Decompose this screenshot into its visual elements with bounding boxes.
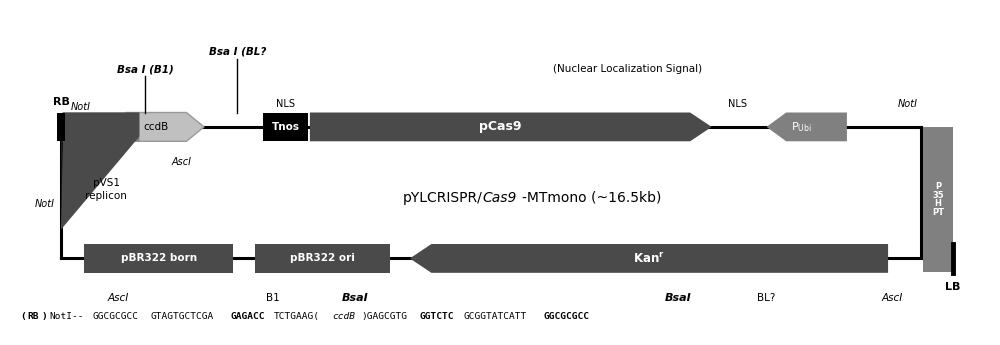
- Text: ): ): [42, 312, 47, 321]
- Text: )GAGCGTG: )GAGCGTG: [362, 312, 408, 321]
- Text: NLS: NLS: [276, 99, 295, 109]
- Text: BsaI: BsaI: [342, 293, 368, 303]
- Text: GCGGTATCATT: GCGGTATCATT: [463, 312, 527, 321]
- Text: GGCGCGCC: GGCGCGCC: [93, 312, 139, 321]
- Text: NotI--: NotI--: [49, 312, 83, 321]
- Text: GAGACC: GAGACC: [231, 312, 265, 321]
- Text: AscI: AscI: [107, 293, 128, 303]
- Bar: [255, 244, 390, 273]
- Polygon shape: [61, 112, 139, 230]
- Polygon shape: [61, 112, 139, 230]
- Text: NotI: NotI: [71, 101, 91, 111]
- Text: Bsa I (B1): Bsa I (B1): [117, 64, 174, 74]
- Text: pYLCRISPR/: pYLCRISPR/: [403, 191, 482, 205]
- Text: LB: LB: [945, 283, 960, 293]
- Text: NotI: NotI: [35, 199, 55, 209]
- Text: NLS: NLS: [728, 99, 747, 109]
- Bar: [84, 244, 233, 273]
- Text: replicon: replicon: [85, 191, 127, 201]
- Text: pBR322 born: pBR322 born: [121, 254, 197, 264]
- Text: BL?: BL?: [757, 293, 776, 303]
- Text: -MTmono (~16.5kb): -MTmono (~16.5kb): [522, 191, 661, 205]
- Text: GGTCTC: GGTCTC: [420, 312, 454, 321]
- Text: NotI: NotI: [897, 99, 917, 109]
- Text: GTAGTGCTCGA: GTAGTGCTCGA: [151, 312, 214, 321]
- Text: (: (: [20, 312, 26, 321]
- Text: B1: B1: [266, 293, 280, 303]
- Text: P
35
H
PT: P 35 H PT: [932, 182, 944, 217]
- Text: TCTGAAG(: TCTGAAG(: [274, 312, 320, 321]
- FancyArrow shape: [767, 112, 847, 141]
- Text: AscI: AscI: [172, 157, 192, 167]
- FancyArrow shape: [126, 112, 204, 141]
- Text: (Nuclear Localization Signal): (Nuclear Localization Signal): [553, 64, 702, 74]
- Text: RB: RB: [27, 312, 39, 321]
- Text: ccdB: ccdB: [143, 122, 169, 132]
- Bar: [263, 112, 308, 141]
- Bar: [923, 127, 953, 272]
- Text: RB: RB: [53, 97, 69, 107]
- Text: Tnos: Tnos: [271, 122, 299, 132]
- Text: ccdB: ccdB: [332, 312, 355, 321]
- Text: Kan$^{\mathregular{r}}$: Kan$^{\mathregular{r}}$: [633, 251, 665, 266]
- Text: AscI: AscI: [881, 293, 903, 303]
- Bar: [57, 112, 65, 141]
- Text: Cas9: Cas9: [482, 191, 517, 205]
- Text: pCas9: pCas9: [479, 120, 521, 134]
- Text: BsaI: BsaI: [665, 293, 692, 303]
- FancyArrow shape: [310, 112, 712, 141]
- Text: pBR322 ori: pBR322 ori: [290, 254, 355, 264]
- Text: GGCGCGCC: GGCGCGCC: [543, 312, 589, 321]
- Text: Bsa I (BL?: Bsa I (BL?: [209, 47, 266, 57]
- FancyArrow shape: [410, 244, 888, 273]
- Text: P$_{\mathregular{Ubi}}$: P$_{\mathregular{Ubi}}$: [791, 120, 812, 134]
- Text: pVS1: pVS1: [93, 178, 120, 188]
